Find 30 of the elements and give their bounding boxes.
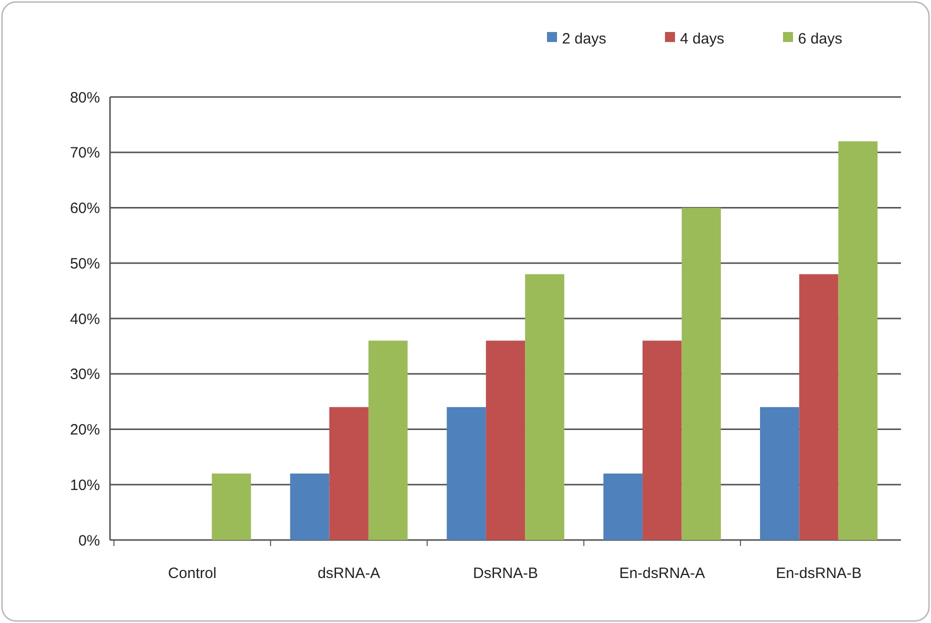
y-tick-label: 60%: [70, 200, 100, 217]
y-tick-label: 0%: [78, 532, 100, 550]
bar: [642, 340, 682, 540]
bar: [760, 407, 800, 540]
x-tick-label: En-dsRNA-A: [619, 565, 706, 582]
y-tick-label: 20%: [70, 422, 100, 438]
x-tick-label: DsRNA-B: [472, 565, 538, 582]
x-tick-label: En-dsRNA-B: [776, 565, 862, 582]
bar: [329, 407, 368, 540]
x-tick-label: dsRNA-A: [318, 565, 380, 582]
y-tick-label: 80%: [70, 89, 100, 106]
legend-label: 4 days: [680, 30, 724, 48]
bar: [486, 340, 526, 540]
y-tick-label: 30%: [70, 366, 100, 384]
legend-label: 6 days: [798, 30, 842, 48]
bar: [290, 474, 330, 540]
legend-label: 2 days: [562, 30, 606, 48]
bar: [368, 340, 408, 540]
y-tick-label: 10%: [70, 476, 100, 494]
y-tick-label: 40%: [70, 310, 100, 328]
y-tick-label: 50%: [70, 255, 100, 272]
y-tick-label: 70%: [70, 144, 100, 162]
bar: [799, 274, 838, 540]
x-tick-label: Control: [168, 565, 216, 582]
bar: [682, 208, 721, 540]
bar: [603, 474, 643, 540]
bar: [838, 141, 878, 540]
bar: [446, 407, 486, 540]
bar: [212, 474, 251, 540]
bar: [525, 274, 564, 540]
